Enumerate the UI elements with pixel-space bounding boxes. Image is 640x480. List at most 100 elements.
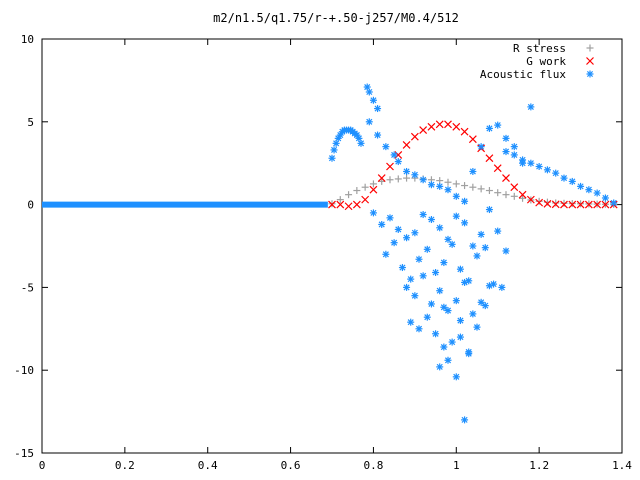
data-point <box>502 247 510 255</box>
x-axis: 0 0.2 0.4 0.6 0.8 1 1.2 1.4 <box>39 39 632 472</box>
x-tick-label: 0.8 <box>363 459 383 472</box>
data-point <box>469 183 477 191</box>
data-point <box>481 244 489 252</box>
data-point <box>423 313 431 321</box>
data-point <box>352 200 361 209</box>
data-point <box>432 268 440 276</box>
data-point <box>568 177 576 185</box>
plot-border <box>41 38 623 454</box>
data-point <box>436 363 444 371</box>
data-point <box>403 174 411 182</box>
data-point <box>374 105 382 113</box>
legend-label: G work <box>526 55 566 68</box>
data-point <box>568 200 577 209</box>
data-point <box>330 146 338 154</box>
data-point <box>468 135 477 144</box>
data-point <box>440 343 448 351</box>
data-point <box>336 196 344 204</box>
x-tick-label: 1.2 <box>529 459 549 472</box>
data-point <box>415 325 423 333</box>
x-tick-label: 1.4 <box>612 459 632 472</box>
data-point <box>485 187 493 195</box>
data-point <box>386 162 394 171</box>
data-point <box>361 183 369 191</box>
data-point <box>519 156 527 164</box>
legend-marker <box>586 44 594 52</box>
data-point <box>436 287 444 295</box>
data-point <box>427 300 435 308</box>
data-point <box>576 200 585 209</box>
data-point <box>369 209 377 217</box>
data-point <box>378 177 386 185</box>
data-point <box>502 148 510 156</box>
data-point <box>419 176 427 184</box>
data-point <box>440 259 448 267</box>
data-point <box>378 220 386 228</box>
data-point <box>419 211 427 219</box>
data-point <box>465 350 473 358</box>
data-point <box>510 151 518 159</box>
data-point <box>518 190 527 199</box>
data-point <box>394 175 402 183</box>
legend-marker <box>586 70 594 78</box>
data-point <box>473 323 481 331</box>
x-tick-label: 0.6 <box>281 459 301 472</box>
data-point <box>419 272 427 280</box>
data-point <box>365 118 373 126</box>
data-point <box>510 192 518 200</box>
data-point <box>494 189 502 197</box>
data-point <box>444 356 452 364</box>
data-point <box>440 303 448 311</box>
data-point <box>452 373 460 381</box>
data-point <box>551 200 560 209</box>
data-point <box>494 121 502 129</box>
data-point <box>436 224 444 232</box>
data-point <box>461 278 469 286</box>
data-point <box>411 171 419 179</box>
data-point <box>423 245 431 253</box>
data-point <box>477 185 485 193</box>
data-point <box>494 227 502 235</box>
data-point <box>369 96 377 104</box>
data-point <box>369 185 378 194</box>
data-point <box>469 242 477 250</box>
data-point <box>543 166 551 174</box>
data-point <box>519 194 527 202</box>
data-point <box>398 264 406 272</box>
data-point <box>502 174 510 183</box>
x-tick-label: 0.4 <box>198 459 218 472</box>
data-point <box>336 200 345 209</box>
y-axis: -15 -10 -5 0 5 10 <box>14 33 622 460</box>
data-point <box>402 141 411 149</box>
data-point <box>610 199 618 207</box>
data-point <box>328 154 336 162</box>
data-point <box>361 195 370 204</box>
legend-label: R stress <box>513 42 566 55</box>
data-point <box>444 178 452 186</box>
data-point <box>461 416 469 424</box>
data-point <box>432 330 440 338</box>
data-point <box>502 134 510 142</box>
data-point <box>452 212 460 220</box>
chart-title: m2/n1.5/q1.75/r-+.50-j257/M0.4/512 <box>213 11 459 25</box>
data-point <box>411 292 419 300</box>
data-point <box>485 206 493 214</box>
data-point <box>452 180 460 188</box>
data-point <box>469 310 477 318</box>
data-point <box>394 225 402 233</box>
data-point <box>477 143 485 151</box>
legend-label: Acoustic flux <box>480 68 566 81</box>
legend-marker <box>586 57 594 65</box>
data-point <box>585 186 593 194</box>
data-point <box>502 191 510 199</box>
data-point <box>461 197 469 205</box>
data-point <box>448 240 456 248</box>
data-point <box>485 282 493 290</box>
data-point <box>452 297 460 305</box>
data-point <box>382 250 390 258</box>
data-point <box>456 265 464 273</box>
data-point <box>535 163 543 171</box>
